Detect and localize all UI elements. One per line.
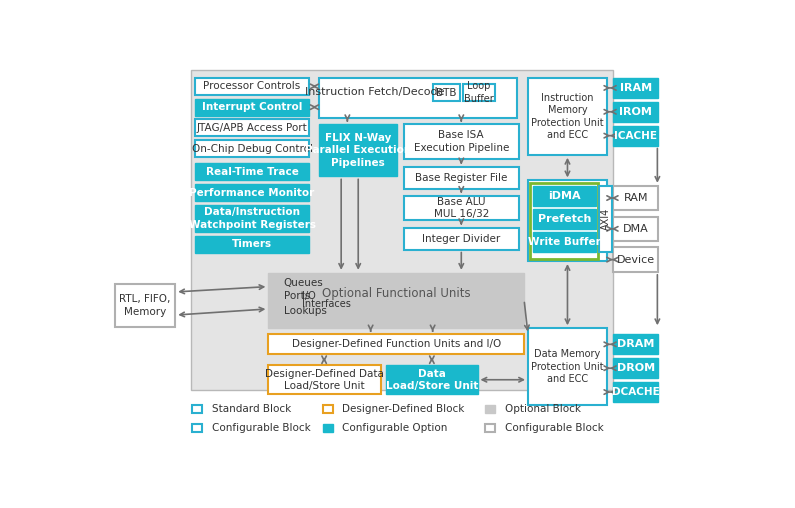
Text: Queues: Queues [284,278,324,288]
Bar [192,405,203,413]
Bar [320,78,517,118]
Bar [613,216,658,241]
Bar [195,78,309,95]
Text: Real-Time Trace: Real-Time Trace [206,167,298,177]
Text: DMA: DMA [622,224,649,234]
Text: Data Memory
Protection Unit
and ECC: Data Memory Protection Unit and ECC [531,350,603,384]
Text: iDMA: iDMA [548,190,580,201]
Bar [195,99,309,116]
Text: DROM: DROM [617,363,655,373]
Bar [192,424,203,432]
Text: Instruction
Memory
Protection Unit
and ECC: Instruction Memory Protection Unit and E… [531,93,603,140]
Text: Optional Functional Units: Optional Functional Units [322,287,471,300]
Bar [533,186,596,206]
Text: IROM: IROM [619,107,652,117]
Bar [530,182,599,259]
Bar [613,186,658,210]
Text: Designer-Defined Block: Designer-Defined Block [342,404,464,414]
Bar [404,196,518,220]
Text: Integer Divider: Integer Divider [422,234,500,244]
Bar [463,84,495,101]
Text: Processor Controls: Processor Controls [204,81,301,91]
Bar [195,140,309,157]
Bar [613,125,658,146]
Text: Performance Monitor: Performance Monitor [189,187,315,198]
Text: BTB: BTB [436,87,457,98]
Text: FLIX N-Way
Parallel Execution
Pipelines: FLIX N-Way Parallel Execution Pipelines [305,133,411,168]
Text: Ports: Ports [284,291,310,301]
Bar [323,405,332,413]
Bar [195,236,309,252]
Bar [195,184,309,201]
Bar [191,70,613,390]
Text: Data
Load/Store Unit: Data Load/Store Unit [386,368,478,391]
Bar [533,232,596,252]
Text: Timers: Timers [232,239,272,249]
Text: Instruction Fetch/Decode: Instruction Fetch/Decode [304,87,444,97]
Text: Loop
Buffer: Loop Buffer [464,81,494,104]
Text: ICACHE: ICACHE [615,131,657,141]
Text: Configurable Block: Configurable Block [211,423,311,433]
Bar [533,209,596,229]
Text: Device: Device [617,255,655,265]
Bar [613,102,658,122]
Text: Prefetch: Prefetch [537,214,591,224]
Bar [433,84,460,101]
Text: JTAG/APB Access Port: JTAG/APB Access Port [196,123,308,133]
Bar [404,228,518,249]
Text: Standard Block: Standard Block [211,404,291,414]
Text: DRAM: DRAM [617,339,654,350]
Text: Base Register File: Base Register File [415,173,507,183]
Bar [613,358,658,378]
Bar [195,164,309,180]
Text: RAM: RAM [623,193,648,203]
Bar [386,365,478,394]
Bar [485,424,495,432]
Bar [320,124,397,176]
Bar [599,186,611,252]
Bar [269,273,524,328]
Bar [485,405,495,413]
Bar [114,284,176,327]
Text: Write Buffer: Write Buffer [528,237,601,247]
Bar [613,334,658,355]
Bar [195,205,309,232]
Text: Interfaces: Interfaces [302,299,351,308]
Text: Configurable Option: Configurable Option [342,423,448,433]
Text: Configurable Block: Configurable Block [505,423,603,433]
Text: RTL, FIFO,
Memory: RTL, FIFO, Memory [119,294,171,316]
Bar [613,247,658,272]
Text: Optional Block: Optional Block [505,404,580,414]
Text: Data/Instruction
Watchpoint Registers: Data/Instruction Watchpoint Registers [188,207,316,230]
Bar [404,167,518,189]
Bar [323,424,332,432]
Bar [613,78,658,98]
Bar [528,328,607,405]
Bar [613,382,658,402]
Bar [269,334,524,355]
Bar [195,119,309,137]
Text: Lookups: Lookups [284,306,327,316]
Text: On-Chip Debug Control: On-Chip Debug Control [192,144,312,154]
Text: Base ALU
MUL 16/32: Base ALU MUL 16/32 [433,197,489,219]
Text: I/O: I/O [302,291,316,301]
Bar [528,78,607,155]
Text: DCACHE: DCACHE [612,387,660,397]
Text: Interrupt Control: Interrupt Control [202,102,302,112]
Text: IRAM: IRAM [619,83,652,93]
Text: Designer-Defined Data
Load/Store Unit: Designer-Defined Data Load/Store Unit [265,368,384,391]
Text: Designer-Defined Function Units and I/O: Designer-Defined Function Units and I/O [292,339,501,350]
Bar [269,365,381,394]
Bar [404,124,518,158]
Text: Base ISA
Execution Pipeline: Base ISA Execution Pipeline [413,130,509,152]
Bar [528,180,607,261]
Text: AXI4: AXI4 [600,208,611,230]
